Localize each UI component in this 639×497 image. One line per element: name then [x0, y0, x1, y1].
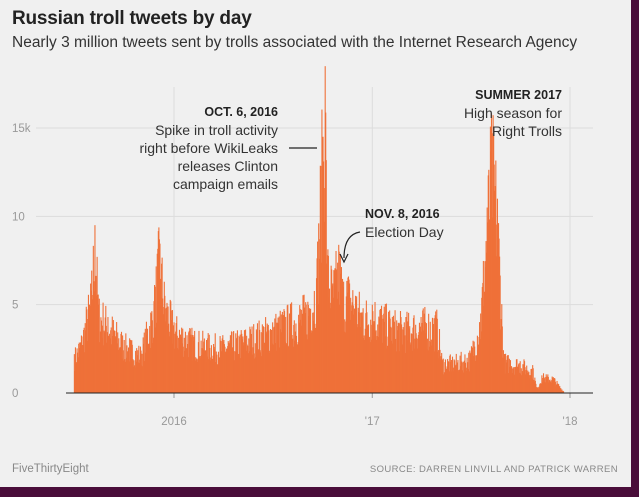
- brand-label: FiveThirtyEight: [12, 463, 89, 475]
- annotation-oct6-text: right before WikiLeaks: [139, 140, 278, 156]
- annotation-oct6-text: Spike in troll activity: [155, 122, 278, 138]
- chart-card: Russian troll tweets by day Nearly 3 mil…: [0, 0, 631, 487]
- annotation-summer-heading: SUMMER 2017: [475, 88, 562, 102]
- x-tick-label: 2016: [161, 416, 187, 428]
- annotation-election-arrow: [343, 231, 361, 259]
- chart-plot: 0 5 10 15k 2016 '17 '18 OCT. 6, 2016 Spike in tr…: [12, 66, 593, 428]
- annotation-election-arrowhead: [339, 253, 349, 264]
- bar-series: [73, 66, 565, 394]
- annotation-election-text: Election Day: [365, 224, 444, 240]
- annotation-summer-text: High season for: [464, 105, 562, 121]
- chart-subtitle: Nearly 3 million tweets sent by trolls a…: [12, 34, 578, 51]
- y-tick-label: 10: [12, 211, 25, 223]
- y-tick-label: 0: [12, 388, 18, 400]
- y-tick-label: 5: [12, 300, 18, 312]
- source-label: SOURCE: DARREN LINVILL AND PATRICK WARRE…: [369, 464, 618, 475]
- x-tick-label: '18: [563, 416, 578, 428]
- y-tick-label: 15k: [12, 123, 31, 135]
- bar: [385, 303, 387, 393]
- x-tick-label: '17: [365, 416, 380, 428]
- annotation-oct6-text: releases Clinton: [178, 158, 278, 174]
- bar: [562, 391, 565, 393]
- annotation-oct6-text: campaign emails: [173, 176, 278, 192]
- annotation-election-heading: NOV. 8, 2016: [365, 207, 440, 221]
- annotation-summer-text: Right Trolls: [492, 123, 562, 139]
- annotation-oct6-heading: OCT. 6, 2016: [204, 105, 278, 119]
- chart-title: Russian troll tweets by day: [12, 8, 252, 29]
